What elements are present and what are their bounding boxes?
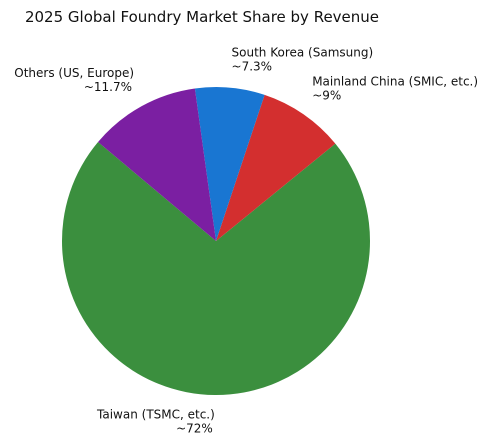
pie-slice xyxy=(194,87,265,241)
value-label: ~11.7% xyxy=(84,80,132,94)
slice-label: Taiwan (TSMC, etc.) xyxy=(96,407,215,421)
pie-slice xyxy=(98,88,216,241)
value-label: ~72% xyxy=(176,421,213,435)
value-label: ~7.3% xyxy=(232,59,273,73)
chart-title: 2025 Global Foundry Market Share by Reve… xyxy=(25,8,379,26)
slice-label: Mainland China (SMIC, etc.) xyxy=(312,75,478,89)
pie-slice xyxy=(62,142,371,396)
slice-label: South Korea (Samsung) xyxy=(232,45,374,59)
slice-label: Others (US, Europe) xyxy=(14,66,134,80)
value-label: ~9% xyxy=(312,89,341,103)
pie-slice xyxy=(216,94,336,241)
